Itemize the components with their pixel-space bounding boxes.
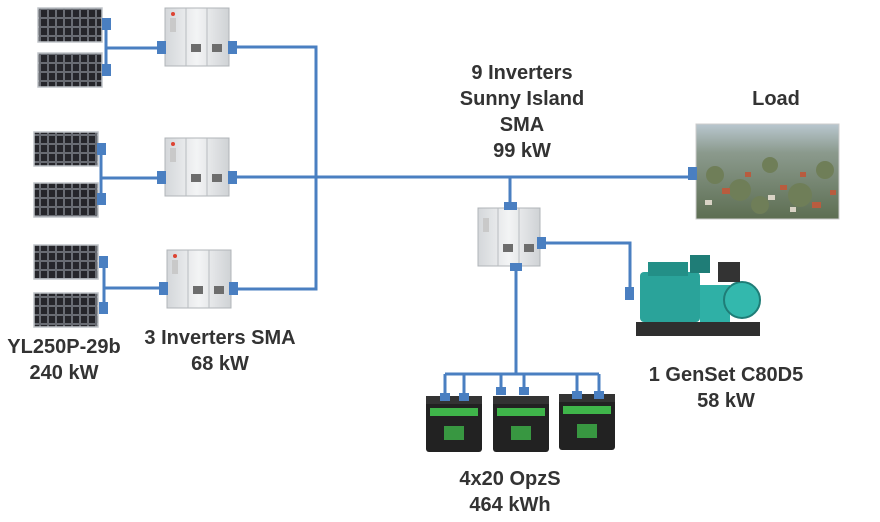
pv-array [33, 7, 111, 328]
load-title-label: Load [752, 88, 800, 110]
pv-model-label: YL250P-29b [7, 336, 121, 358]
connector [510, 263, 522, 271]
connector [97, 143, 106, 155]
genset [625, 255, 761, 336]
battery [426, 396, 482, 452]
pv-inverters [157, 7, 238, 309]
connector [99, 256, 108, 268]
island-line2-label: Sunny Island [459, 88, 585, 110]
connector [102, 64, 111, 76]
pv-label: YL250P-29b 240 kW [0, 334, 128, 386]
solar-panel [33, 292, 99, 328]
wire-genset [541, 241, 632, 293]
connector [97, 193, 106, 205]
load-image [688, 123, 840, 220]
battery-model-label: 4x20 OpzS [459, 468, 561, 490]
connector [228, 41, 237, 54]
connector [102, 18, 111, 30]
battery-capacity-label: 464 kWh [469, 494, 551, 516]
load-label: Load [726, 86, 826, 112]
pv-inverters-label: 3 Inverters SMA 68 kW [130, 325, 310, 377]
battery [493, 396, 549, 452]
connector [229, 282, 238, 295]
solar-panel [37, 7, 103, 43]
connector [572, 391, 582, 399]
genset-model-label: 1 GenSet C80D5 [648, 364, 804, 386]
genset-power-label: 58 kW [697, 390, 755, 412]
connector [688, 167, 697, 180]
connector [157, 41, 166, 54]
wire-pv2 [99, 150, 160, 200]
connector [504, 202, 517, 210]
battery [559, 394, 615, 450]
pv-inverters-count-label: 3 Inverters SMA [144, 327, 296, 349]
battery-bank [426, 387, 615, 452]
wire-pv3 [102, 262, 162, 308]
solar-panel [33, 182, 99, 218]
connector [519, 387, 529, 395]
connector [625, 287, 634, 300]
connector [99, 302, 108, 314]
inverter-cabinet [164, 7, 230, 67]
solar-panel [37, 52, 103, 88]
connector [440, 393, 450, 401]
pv-inverters-power-label: 68 kW [191, 353, 249, 375]
wire-battery-bus [443, 372, 601, 398]
connector [228, 171, 237, 184]
connector [537, 237, 546, 249]
wire-inverter-bus [233, 45, 690, 291]
wire-pv1 [104, 24, 160, 74]
battery-label: 4x20 OpzS 464 kWh [420, 466, 600, 518]
connector [459, 393, 469, 401]
inverter-cabinet [166, 249, 232, 309]
inverter-cabinet [164, 137, 230, 197]
genset-label: 1 GenSet C80D5 58 kW [626, 362, 826, 414]
wiring [99, 24, 690, 398]
pv-power-label: 240 kW [29, 362, 99, 384]
island-line1-label: 9 Inverters [471, 62, 573, 84]
connector [157, 171, 166, 184]
island-power-label: 99 kW [493, 140, 551, 162]
connector [496, 387, 506, 395]
island-label: 9 Inverters Sunny Island SMA 99 kW [432, 60, 612, 164]
solar-panel [33, 244, 99, 280]
solar-panel [33, 131, 99, 167]
connector [594, 391, 604, 399]
island-inverter [477, 207, 541, 267]
connector [159, 282, 168, 295]
island-line3-label: SMA [499, 114, 545, 136]
